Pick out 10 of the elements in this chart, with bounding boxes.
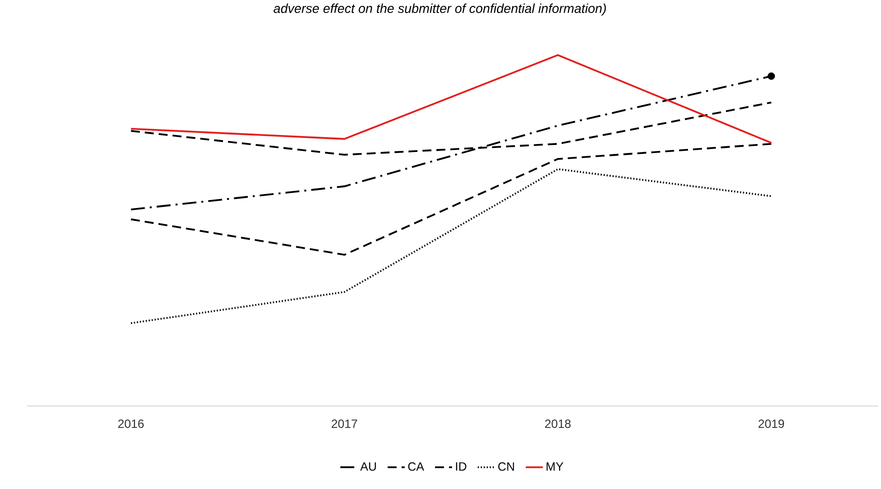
legend-label: ID (456, 462, 466, 471)
legend-label: AU (360, 462, 376, 471)
chart-title: adverse effect on the submitter of confidential information) (274, 4, 606, 16)
x-tick-label: 2018 (545, 419, 571, 428)
x-tick-label: 2017 (332, 419, 358, 428)
x-tick-label: 2019 (758, 419, 784, 428)
legend-label: MY (546, 462, 564, 471)
legend-label: CA (408, 462, 424, 471)
legend-label: CN (498, 462, 514, 471)
x-tick-label: 2016 (118, 419, 144, 428)
